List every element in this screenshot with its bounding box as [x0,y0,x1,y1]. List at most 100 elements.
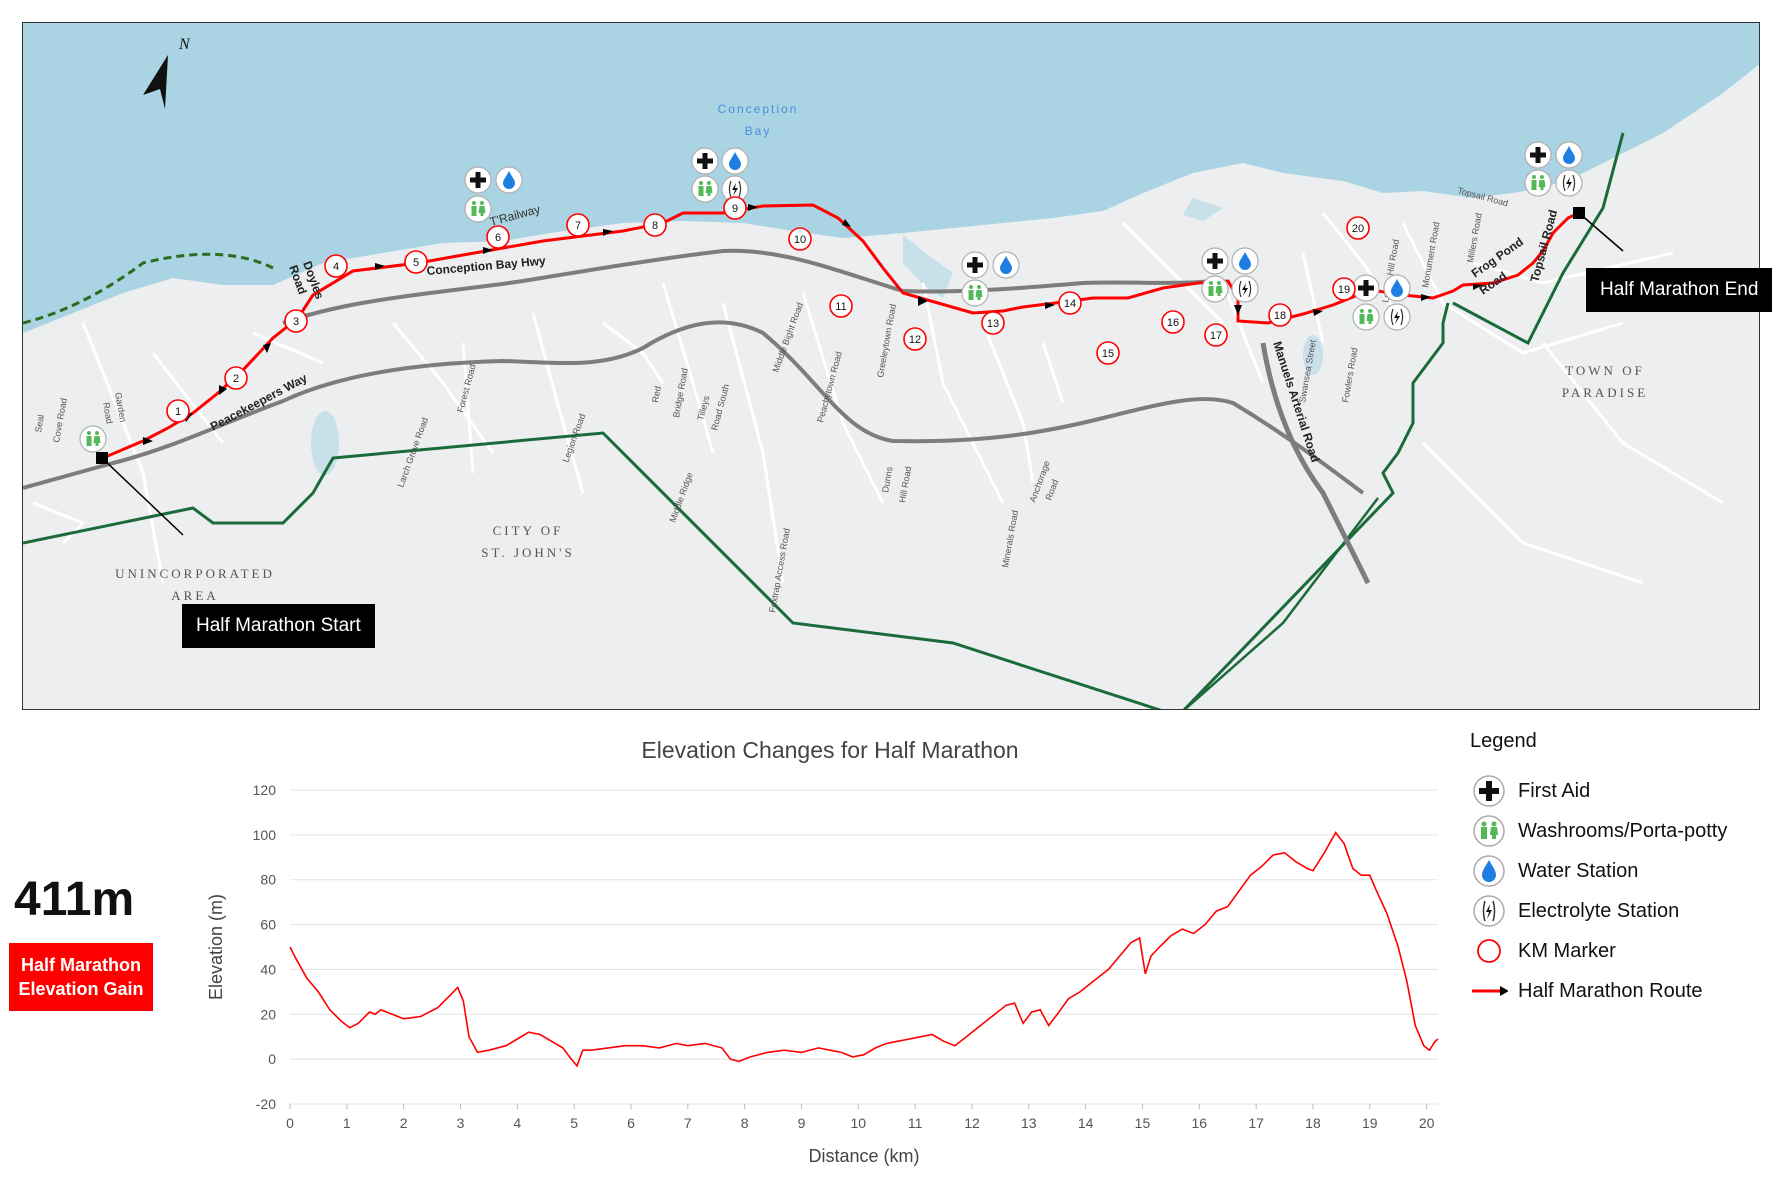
end-leader-line [1578,212,1624,252]
x-tick-label: 14 [1078,1115,1094,1131]
legend-item-km-marker: KM Marker [1470,931,1770,971]
km-marker-label: 14 [1064,298,1076,310]
km-marker-label: 1 [175,406,181,418]
half-marathon-route [102,203,1584,460]
washroom-icon [1473,815,1505,847]
km-marker: 8 [643,213,667,237]
electrolyte-icon [1383,303,1411,331]
elevation-gain-label-line1: Half Marathon [20,955,141,975]
inlet-water [903,235,953,298]
water-drop-icon [1555,141,1583,169]
road-label-red-bridge-1: Red [650,385,663,403]
uninc-label-line1: UNINCORPORATED [115,566,275,581]
road-label-middle-bight: Middle Bight Road [770,301,805,374]
x-tick-label: 13 [1021,1115,1037,1131]
km-marker-label: 5 [413,257,419,269]
start-leader-line [101,457,184,536]
km-marker: 11 [829,294,853,318]
legend: Legend First Aid Washrooms/Porta-potty W… [1470,730,1770,1011]
road-label-middle-ridge: Middle Ridge [667,471,694,524]
first-aid-icon [691,147,719,175]
y-tick-label: 40 [260,961,276,977]
washroom-icon [1524,169,1552,197]
x-tick-label: 8 [741,1115,749,1131]
km-marker: 1 [166,399,190,423]
town-label-line2: PARADISE [1562,385,1648,400]
aid-stations [79,141,1583,453]
x-tick-label: 4 [513,1115,521,1131]
km-marker: 16 [1161,310,1185,334]
water-drop-icon [1231,247,1259,275]
km-marker: 19 [1332,277,1356,301]
electrolyte-icon [721,175,749,203]
km-marker-label: 19 [1338,284,1350,296]
first-aid-icon [1201,247,1229,275]
km-marker-label: 17 [1210,330,1222,342]
km-marker: 18 [1268,303,1292,327]
chart-title: Elevation Changes for Half Marathon [641,737,1018,763]
elevation-gain-badge: Half Marathon Elevation Gain [9,943,153,1011]
y-tick-label: -20 [256,1096,276,1112]
legend-label: Electrolyte Station [1518,899,1680,922]
km-marker: 10 [788,227,812,251]
first-aid-icon [961,251,989,279]
road-label-greeleytown: Greeleytown Road [875,303,898,378]
road-label-tilleys-2: Road South [709,383,731,432]
road-label-garden-2: Road [101,402,115,425]
map-canvas: N Conception Bay CITY OF ST. JOHN'S UNIN… [23,23,1759,709]
x-tick-label: 19 [1362,1115,1378,1131]
road-label-foxtrap: Foxtrap Access Road [767,527,792,613]
x-tick-label: 6 [627,1115,635,1131]
km-marker: 13 [981,311,1005,335]
city-label-line1: CITY OF [493,523,564,538]
km-marker: 7 [566,213,590,237]
route-direction-arrows [143,204,1483,445]
route-arrow-icon [1472,986,1508,996]
km-marker: 20 [1346,216,1370,240]
y-tick-label: 20 [260,1006,276,1022]
elevation-gain-label-line2: Elevation Gain [18,979,144,999]
road-label-fowlers: Fowlers Road [1340,347,1359,403]
x-tick-label: 9 [798,1115,806,1131]
x-tick-label: 18 [1305,1115,1321,1131]
km-marker: 2 [224,366,248,390]
x-tick-label: 5 [570,1115,578,1131]
start-callout: Half Marathon Start [182,604,375,648]
road-label-seal-cove-1: Seal [33,414,46,433]
km-marker-label: 15 [1102,348,1114,360]
electrolyte-icon [1473,895,1505,927]
washroom-icon [79,425,107,453]
washroom-icon [961,279,989,307]
elevation-series-line [289,831,1439,1068]
y-tick-label: 0 [268,1051,276,1067]
km-marker-label: 13 [987,318,999,330]
x-tick-label: 3 [457,1115,465,1131]
km-marker-label: 20 [1352,223,1364,235]
legend-item-route: Half Marathon Route [1470,971,1770,1011]
legend-item-washroom: Washrooms/Porta-potty [1470,811,1770,851]
y-tick-labels: -20 0 20 40 60 80 100 120 [253,782,277,1112]
legend-label: First Aid [1518,779,1591,802]
uninc-label-line2: AREA [171,588,218,603]
x-tick-label: 7 [684,1115,692,1131]
water-drop-icon [1473,855,1505,887]
y-tick-label: 100 [253,827,277,843]
x-tick-label: 20 [1419,1115,1435,1131]
x-tick-label: 1 [343,1115,351,1131]
road-label-red-bridge-2: Bridge Road [671,367,690,418]
legend-item-water: Water Station [1470,851,1770,891]
km-marker-label: 16 [1167,317,1179,329]
x-tick-label: 10 [851,1115,867,1131]
legend-label: KM Marker [1518,939,1616,962]
km-marker: 12 [903,327,927,351]
km-marker-label: 12 [909,334,921,346]
end-callout: Half Marathon End [1586,268,1773,312]
km-marker-label: 10 [794,234,806,246]
legend-label: Washrooms/Porta-potty [1518,819,1728,842]
x-tick-labels: 0 1 2 3 4 5 6 7 8 9 10 11 12 13 14 15 16 17 18 19 20 [286,1104,1435,1131]
km-marker-label: 2 [233,373,239,385]
route-map: N Conception Bay CITY OF ST. JOHN'S UNIN… [22,22,1760,710]
chart-grid [290,789,1438,1105]
y-axis-label: Elevation (m) [206,894,226,1000]
